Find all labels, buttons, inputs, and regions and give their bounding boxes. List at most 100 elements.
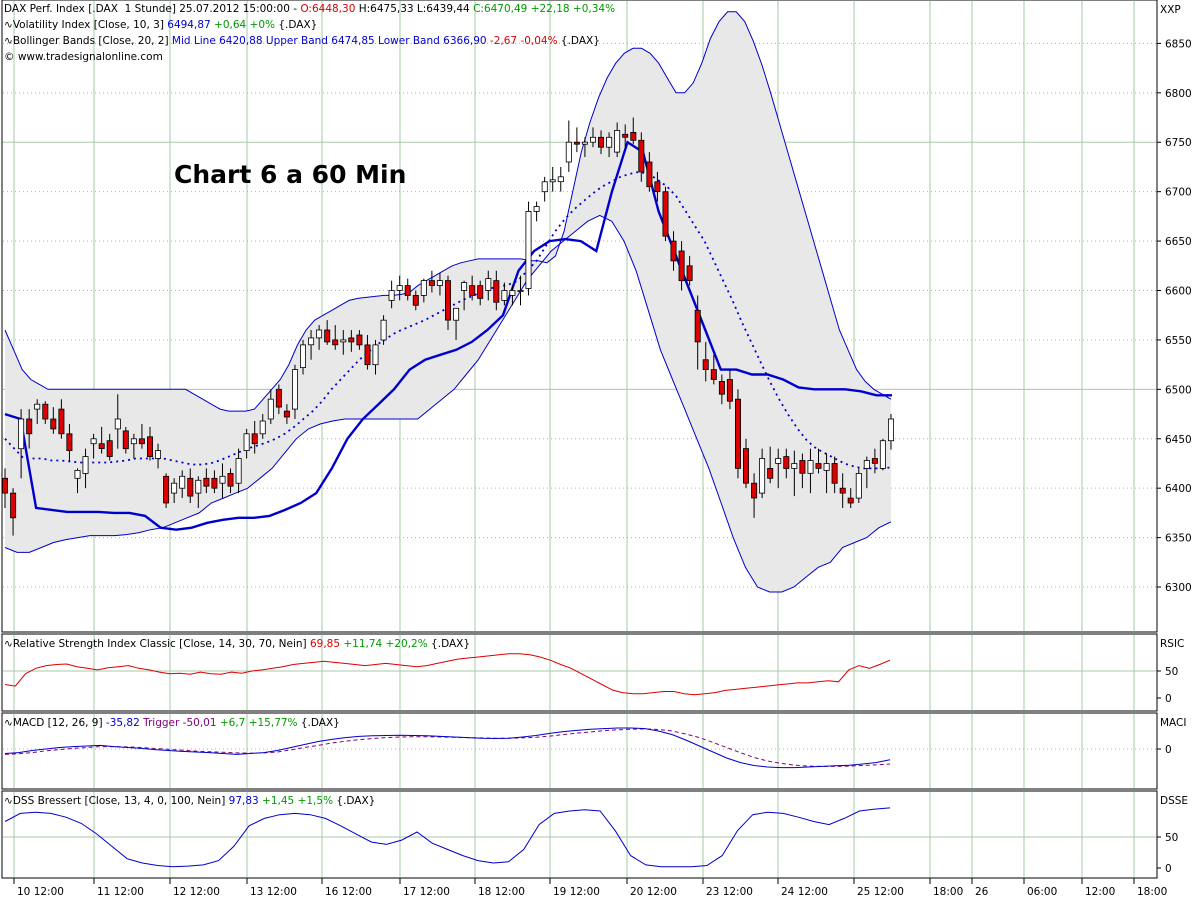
x-tick-label: 06:00 <box>1027 886 1057 898</box>
candle-body <box>259 420 266 435</box>
candle-body <box>710 369 717 380</box>
candle-body <box>509 290 516 296</box>
candle-body <box>42 403 49 420</box>
candle-body <box>138 438 145 445</box>
candle-body <box>815 463 822 469</box>
x-tick-label: 12:00 <box>1085 886 1115 898</box>
candle-body <box>106 440 113 457</box>
dss-change: +1,45 +1,5% <box>258 795 337 807</box>
candle-body <box>501 290 508 301</box>
candle-body <box>638 139 645 173</box>
candle-body <box>654 181 661 193</box>
x-tick-label: 23 12:00 <box>706 886 753 898</box>
candle-body <box>694 309 701 343</box>
candle-body <box>461 282 468 291</box>
candle-body <box>573 141 580 145</box>
candle-body <box>743 448 750 484</box>
candle-body <box>670 240 677 262</box>
candle-body <box>356 334 363 346</box>
macd-prefix: MACD [12, 26, 9] <box>12 717 106 729</box>
x-tick-label: 25 12:00 <box>857 886 904 898</box>
main-header-line1: DAX Perf. Index [.DAX 1 Stunde] 25.07.20… <box>4 3 615 15</box>
candle-body <box>26 418 33 435</box>
candle-body <box>678 250 685 282</box>
candle-body <box>243 433 250 451</box>
candle-body <box>541 181 548 193</box>
candle-body <box>469 285 476 296</box>
rsi-line <box>4 653 891 696</box>
x-tick-label: 20 12:00 <box>630 886 677 898</box>
dss-tick-label: 0 <box>1165 863 1172 875</box>
macd-value: -35,82 <box>105 717 140 729</box>
candle-body <box>565 141 572 163</box>
candle-body <box>493 280 500 303</box>
dss-header: ∿DSS Bressert [Close, 13, 4, 0, 100, Nei… <box>4 795 375 807</box>
macd-line <box>4 727 891 769</box>
volatility-index-line <box>4 140 892 531</box>
candle-body <box>735 398 742 469</box>
header-open: O:6448,30 <box>300 3 356 15</box>
bollinger-lower-line <box>4 214 892 593</box>
candle-body <box>66 433 73 451</box>
candle-body <box>759 458 766 494</box>
candle-body <box>606 136 613 148</box>
candle-body <box>187 477 194 497</box>
dss-tick-label: 50 <box>1165 832 1178 844</box>
price-tick-label: 6550 <box>1165 335 1192 347</box>
dss-prefix: DSS Bressert [Close, 13, 4, 0, 100, Nein… <box>12 795 229 807</box>
candle-body <box>211 477 218 489</box>
bollinger-upper-line <box>4 11 892 412</box>
candle-body <box>839 487 846 494</box>
price-tick-label: 6450 <box>1165 434 1192 446</box>
chart-annotation: Chart 6 a 60 Min <box>174 160 407 189</box>
candle-body <box>50 418 57 430</box>
candle-body <box>718 380 725 395</box>
x-tick-label: 24 12:00 <box>781 886 828 898</box>
candle-body <box>533 206 540 212</box>
candle-body <box>581 141 588 145</box>
candle-body <box>702 359 709 371</box>
candle-body <box>98 443 105 450</box>
volatility-change: +0,64 +0% <box>210 19 279 31</box>
candle-body <box>855 472 862 499</box>
copyright: © www.tradesignalonline.com <box>4 51 163 63</box>
macd-header: ∿MACD [12, 26, 9] -35,82 Trigger -50,01 … <box>4 717 340 729</box>
x-tick-label: 12 12:00 <box>173 886 220 898</box>
rsi-label: RSIC <box>1160 638 1185 650</box>
x-tick-label: 13 12:00 <box>250 886 297 898</box>
candle-body <box>146 436 153 457</box>
candle-body <box>203 477 210 487</box>
macd-trigger-label: Trigger <box>139 717 183 729</box>
candle-body <box>2 477 8 494</box>
candle-body <box>823 463 830 471</box>
candle-body <box>557 176 564 183</box>
candle-body <box>775 458 782 464</box>
candle-body <box>767 467 774 479</box>
volatility-icon: ∿ <box>4 19 13 31</box>
dss-label: DSSE <box>1160 795 1189 807</box>
x-tick-label: 11 12:00 <box>97 886 144 898</box>
candle-body <box>614 129 621 153</box>
rsi-icon: ∿ <box>4 638 13 650</box>
candle-body <box>726 379 733 402</box>
macd-trigger-value: -50,01 <box>182 717 217 729</box>
bollinger-prefix: Bollinger Bands [Close, 20, 2] <box>12 35 172 47</box>
price-tick-label: 6700 <box>1165 187 1192 199</box>
candle-body <box>130 438 137 445</box>
candle-body <box>82 456 89 474</box>
bollinger-values: Mid Line 6420,88 Upper Band 6474,85 Lowe… <box>171 35 490 47</box>
bollinger-change: -2,67 -0,04% <box>489 35 561 47</box>
macd-icon: ∿ <box>4 717 13 729</box>
candle-body <box>799 460 806 474</box>
candle-body <box>227 472 234 487</box>
rsi-value: 69,85 <box>309 638 341 650</box>
dss-value: 97,83 <box>228 795 259 807</box>
candle-body <box>18 418 25 450</box>
macd-label: MACI <box>1160 717 1187 729</box>
header-close: C:6470,49 +22,18 +0,34% <box>473 3 616 15</box>
dss-panel <box>1 790 1158 879</box>
price-tick-label: 6350 <box>1165 533 1192 545</box>
candle-body <box>751 482 758 499</box>
candle-body <box>348 337 355 343</box>
bollinger-icon: ∿ <box>4 35 13 47</box>
